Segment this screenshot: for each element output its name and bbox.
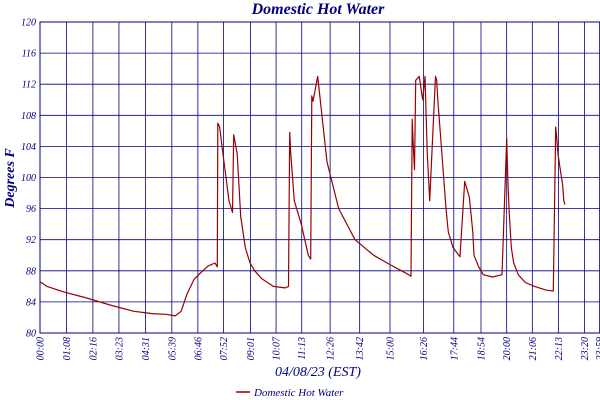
x-tick-label: 04:31 <box>141 337 152 360</box>
x-tick-label: 18:54 <box>477 337 488 360</box>
x-tick-label: 00:00 <box>36 337 47 360</box>
x-tick-label: 12:26 <box>326 337 337 360</box>
y-tick-label: 104 <box>21 142 36 153</box>
legend-label: Domestic Hot Water <box>253 387 344 399</box>
grid-lines <box>39 21 600 334</box>
y-tick-label: 120 <box>21 18 36 29</box>
y-tick-label: 108 <box>21 111 36 122</box>
x-axis-ticks: 00:00 01:08 02:16 03:23 04:31 05:39 06:46 07:52… <box>36 336 600 360</box>
y-tick-label: 100 <box>21 173 36 184</box>
y-axis-ticks: 80 84 88 92 96 100 104 108 112 116 120 <box>21 18 36 340</box>
x-tick-label: 20:00 <box>502 337 513 360</box>
x-tick-label: 05:39 <box>167 337 178 360</box>
y-axis-label: Degrees F <box>3 148 18 209</box>
series-line <box>39 75 566 317</box>
x-tick-label: 23:20 <box>580 337 591 360</box>
x-tick-label: 01:08 <box>62 337 73 360</box>
x-tick-label: 13:42 <box>355 337 366 360</box>
y-tick-label: 112 <box>22 80 36 91</box>
x-tick-label: 21:06 <box>528 337 539 360</box>
x-tick-label: 16:26 <box>419 337 430 360</box>
chart-title: Domestic Hot Water <box>251 1 386 18</box>
y-tick-label: 84 <box>26 297 36 308</box>
y-tick-label: 92 <box>26 235 36 246</box>
y-tick-label: 80 <box>26 329 36 340</box>
y-tick-label: 88 <box>26 266 36 277</box>
y-tick-label: 96 <box>26 204 36 215</box>
y-tick-label: 116 <box>22 49 36 60</box>
x-tick-label: 02:16 <box>88 337 99 360</box>
x-tick-label: 03:23 <box>114 337 125 360</box>
x-tick-label: 07:52 <box>219 337 230 360</box>
legend: Domestic Hot Water <box>236 387 344 399</box>
x-tick-label: 17:44 <box>449 337 460 360</box>
x-tick-label: 22:13 <box>554 337 565 360</box>
x-tick-label: 15:00 <box>386 337 397 360</box>
x-tick-label: 23:59 <box>595 337 600 360</box>
x-tick-label: 10:07 <box>272 336 283 360</box>
series-group <box>39 75 566 317</box>
x-tick-label: 11:13 <box>297 337 308 360</box>
x-axis-label: 04/08/23 (EST) <box>275 365 361 380</box>
x-tick-label: 06:46 <box>193 337 204 360</box>
x-tick-label: 09:01 <box>246 337 257 360</box>
